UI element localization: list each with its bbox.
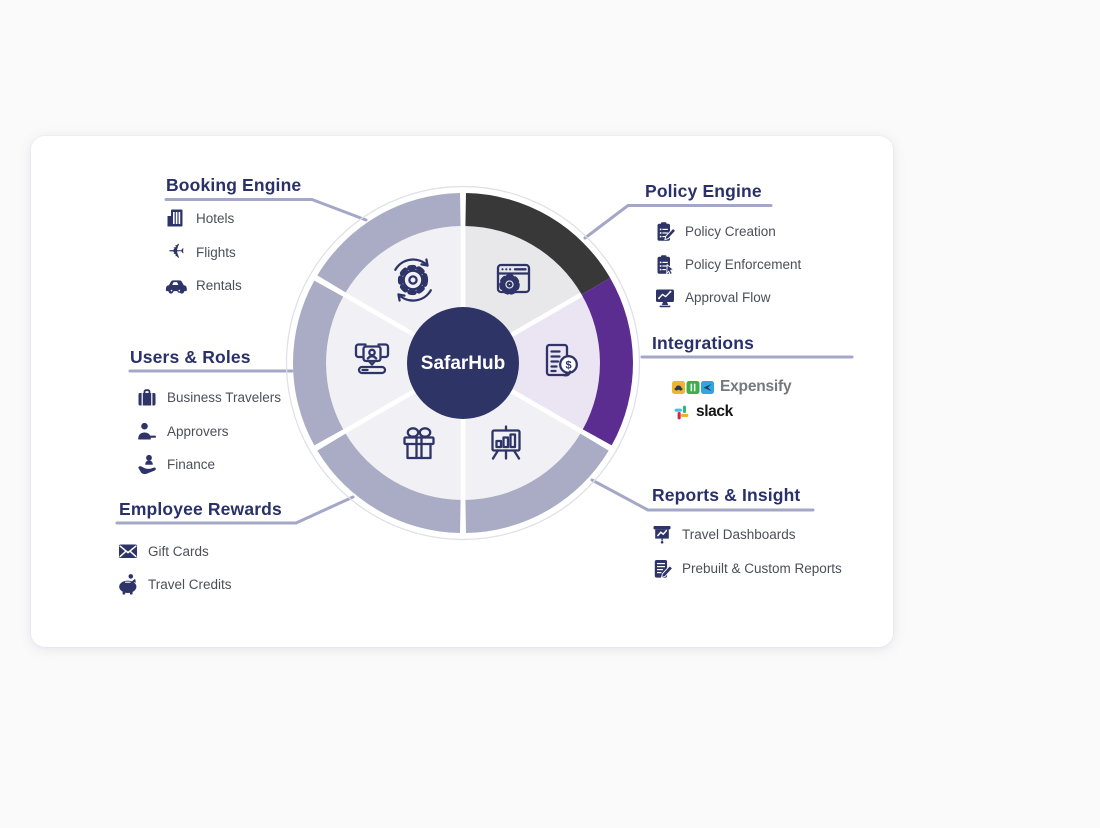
wheel-center-circle	[407, 307, 519, 419]
item-label: Hotels	[196, 210, 235, 226]
wheel-ring-integrations	[581, 278, 633, 446]
feature-item-travel-dashboards: Travel Dashboards	[651, 522, 796, 546]
piggy-bank-icon	[117, 573, 139, 595]
gift-box-icon	[391, 414, 447, 470]
slack-wordmark: slack	[696, 403, 733, 420]
item-label: Rentals	[196, 277, 242, 293]
dollar-glyph: $	[565, 360, 571, 372]
item-label: Travel Dashboards	[682, 526, 796, 542]
person-icon	[136, 420, 158, 442]
feature-item-policy-enforcement: Policy Enforcement	[654, 252, 801, 276]
clipboard-pencil-icon	[654, 220, 676, 242]
item-label: Finance	[167, 456, 216, 472]
clipboard-cursor-icon	[654, 253, 676, 275]
wheel-outline-circle	[285, 185, 641, 541]
feature-wheel: SafarHub	[285, 185, 641, 541]
feature-item-gift-cards: Gift Cards	[117, 539, 209, 563]
feature-item-hotels: Hotels	[165, 206, 234, 230]
invoice-dollar-icon: $	[530, 334, 586, 390]
item-label: Policy Enforcement	[685, 256, 802, 272]
expensify-wordmark: Expensify	[720, 378, 792, 395]
item-label: Flights	[196, 244, 236, 260]
item-label: Policy Creation	[685, 223, 776, 239]
section-title-reports: Reports & Insight	[652, 485, 801, 505]
monitor-chart-icon	[654, 286, 676, 308]
item-label: Approval Flow	[685, 289, 771, 305]
briefcase-icon	[136, 386, 158, 408]
item-label: Business Travelers	[167, 389, 282, 405]
wheel-ring-users-roles	[292, 280, 344, 446]
wheel-center-label: SafarHub	[421, 353, 505, 374]
item-label: Approvers	[167, 423, 229, 439]
feature-item-policy-creation: Policy Creation	[654, 219, 776, 243]
item-label: Prebuilt & Custom Reports	[682, 560, 842, 576]
wheel-ring-employee-rewards	[317, 433, 461, 533]
section-title-booking: Booking Engine	[166, 175, 302, 195]
feature-item-custom-reports: Prebuilt & Custom Reports	[651, 556, 842, 580]
feature-item-business-travelers: Business Travelers	[136, 385, 281, 409]
feature-item-approval-flow: Approval Flow	[654, 285, 771, 309]
slack-logo: slack	[673, 402, 733, 422]
plane-icon: ✈	[167, 241, 185, 263]
chat-person-icon	[344, 333, 400, 389]
feature-item-rentals: Rentals	[165, 273, 242, 297]
section-title-policy: Policy Engine	[645, 181, 762, 201]
feature-item-flights: ✈ Flights	[165, 240, 236, 264]
feature-item-approvers: Approvers	[136, 419, 229, 443]
hotel-icon	[165, 207, 187, 229]
presentation-chart-icon	[651, 523, 673, 545]
wheel-ring-reports-insight	[465, 433, 609, 533]
item-label: Travel Credits	[148, 576, 232, 592]
hand-person-icon	[136, 453, 158, 475]
wheel-ring-policy-engine	[465, 193, 611, 295]
browser-gear-icon	[485, 253, 541, 309]
expensify-mark-icon	[672, 380, 714, 394]
section-title-rewards: Employee Rewards	[119, 499, 282, 519]
car-icon	[165, 274, 187, 296]
feature-item-finance: Finance	[136, 452, 215, 476]
expensify-logo: Expensify	[672, 377, 792, 397]
section-title-users: Users & Roles	[130, 347, 251, 367]
notepad-pencil-icon	[651, 557, 673, 579]
section-title-integrations: Integrations	[652, 333, 754, 353]
wheel-ring-booking-engine	[317, 193, 461, 293]
easel-bar-chart-icon	[478, 413, 534, 469]
booking-sync-gear-icon	[385, 252, 441, 308]
feature-item-travel-credits: Travel Credits	[117, 572, 232, 596]
slack-mark-icon	[674, 405, 689, 419]
item-label: Gift Cards	[148, 543, 209, 559]
envelope-icon	[117, 540, 139, 562]
